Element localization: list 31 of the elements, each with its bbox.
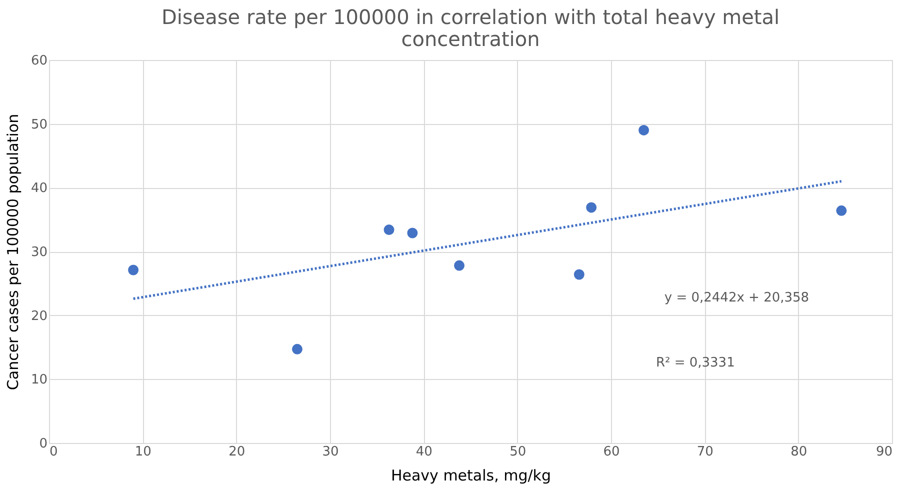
annotation: y = 0,2442x + 20,358 <box>664 290 810 306</box>
point <box>454 260 465 271</box>
point <box>128 264 139 276</box>
y-tick-label: 30 <box>30 245 48 260</box>
point <box>836 205 847 216</box>
x-tick-label: 20 <box>228 444 246 460</box>
y-axis-title: Cancer cases per 100000 population <box>4 114 22 390</box>
x-tick-label: 0 <box>50 444 58 460</box>
y-tick-label: 40 <box>30 181 48 196</box>
x-axis-title: Heavy metals, mg/kg <box>390 466 552 484</box>
x-tick-label: 60 <box>603 444 620 460</box>
y-tick-label: 60 <box>30 54 48 68</box>
point <box>407 228 418 238</box>
y-tick-label: 50 <box>30 117 48 132</box>
text: concentration <box>401 27 540 51</box>
point <box>384 224 394 236</box>
point <box>574 269 584 280</box>
x-tick-label: 70 <box>696 444 714 460</box>
x-tick-label: 40 <box>416 444 432 460</box>
text: Disease rate per 100000 in correlation with total heavy metal <box>161 5 780 29</box>
x-tick-label: 50 <box>510 444 526 460</box>
x-tick-label: 80 <box>790 444 808 460</box>
x-tick-label: 90 <box>876 444 892 460</box>
point <box>586 202 597 213</box>
annotation: R² = 0,3331 <box>656 356 735 371</box>
point <box>292 344 302 354</box>
y-tick-label: 20 <box>30 308 48 324</box>
x-tick-label: 30 <box>322 444 339 460</box>
y-tick-label: 10 <box>30 372 48 388</box>
x-tick-label: 10 <box>134 444 152 460</box>
point <box>638 124 650 136</box>
